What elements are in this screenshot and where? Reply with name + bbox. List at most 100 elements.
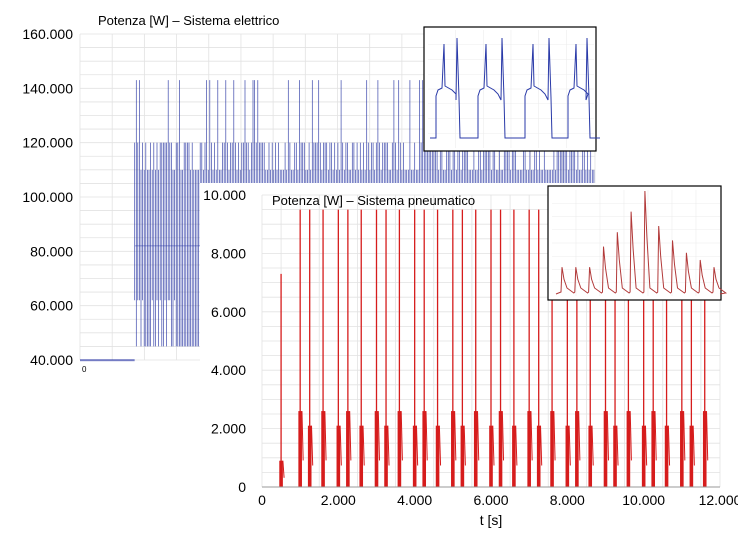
electric-y-tick-label: 60.000	[30, 298, 73, 314]
pneumatic-pulse-plateau	[451, 411, 455, 487]
electric-inset-gridlines	[428, 30, 594, 148]
electric-y-tick-label: 120.000	[22, 135, 73, 151]
electric-y-tick-label: 140.000	[22, 80, 73, 96]
pneumatic-pulse-plateau	[321, 411, 325, 487]
electric-y-tick-label: 40.000	[30, 352, 73, 368]
pneumatic-pulse-decay	[425, 411, 428, 461]
pneumatic-pulse-decay	[667, 425, 671, 466]
pneumatic-pulse-decay	[282, 460, 285, 478]
pneumatic-pulse-decay	[606, 411, 609, 461]
pneumatic-pulse-plateau	[565, 425, 570, 487]
pneumatic-pulse-decay	[301, 411, 304, 461]
pneumatic-pulse-decay	[629, 411, 632, 461]
pneumatic-pulse-plateau	[422, 411, 427, 487]
pneumatic-pulse-plateau	[412, 425, 417, 487]
pneumatic-pulse-decay	[591, 425, 594, 466]
pneumatic-pulse-plateau	[680, 411, 684, 487]
pneumatic-pulse-decay	[692, 425, 695, 466]
pneumatic-inset-gridlines	[552, 190, 720, 296]
pneumatic-pulse-decay	[349, 411, 352, 461]
pneumatic-pulse-plateau	[374, 411, 379, 487]
pneumatic-pulse-plateau	[298, 411, 302, 487]
pneumatic-pulse-decay	[311, 425, 314, 466]
pneumatic-pulse-plateau	[307, 425, 312, 487]
pneumatic-y-tick-label: 10.000	[203, 187, 246, 203]
pneumatic-pulse-plateau	[689, 425, 694, 487]
pneumatic-pulse-decay	[568, 425, 571, 466]
pneumatic-pulse-decay	[644, 425, 648, 466]
pneumatic-pulse-plateau	[536, 425, 541, 487]
pneumatic-pulse-plateau	[588, 425, 593, 487]
pneumatic-pulse-plateau	[473, 411, 478, 487]
electric-y-tick-label: 100.000	[22, 189, 73, 205]
pneumatic-pulse-decay	[463, 425, 466, 466]
pneumatic-x-tick-label: 12.000	[699, 492, 738, 508]
electric-inset-series	[430, 37, 600, 139]
pneumatic-pulse-plateau	[603, 411, 608, 487]
pneumatic-pulse-decay	[415, 425, 419, 466]
pneumatic-pulse-decay	[477, 411, 480, 461]
pneumatic-pulse-decay	[515, 425, 518, 466]
electric-y-tick-label: 80.000	[30, 243, 73, 259]
pneumatic-pulse-plateau	[435, 425, 440, 487]
pneumatic-x-tick-label: 8.000	[550, 492, 585, 508]
pneumatic-pulse-plateau	[489, 425, 493, 487]
pneumatic-pulse-decay	[501, 411, 505, 461]
electric-inset-chart	[423, 26, 600, 152]
pneumatic-x-tick-label: 4.000	[397, 492, 432, 508]
pneumatic-pulse-decay	[339, 425, 342, 466]
pneumatic-pulse-plateau	[550, 411, 554, 487]
pneumatic-x-tick-labels: 0 2.000 4.000 6.000 8.000 10.000 12.000	[258, 492, 738, 508]
pneumatic-pulse-plateau	[626, 411, 631, 487]
pneumatic-pulse-decay	[683, 411, 686, 461]
pneumatic-pulse-decay	[362, 425, 365, 466]
pneumatic-pulse-plateau	[336, 425, 341, 487]
pneumatic-x-axis-title: t [s]	[480, 512, 503, 528]
electric-chart-title: Potenza [W] – Sistema elettrico	[98, 13, 279, 28]
pneumatic-inset-chart	[547, 185, 728, 301]
pneumatic-y-tick-label: 2.000	[211, 421, 246, 437]
pneumatic-y-tick-label: 8.000	[211, 245, 246, 261]
pneumatic-inset-series	[555, 190, 728, 295]
pneumatic-pulse-decay	[530, 411, 533, 461]
pneumatic-y-tick-labels: 0 2.000 4.000 6.000 8.000 10.000	[203, 187, 246, 495]
pneumatic-pulse-decay	[706, 411, 709, 461]
pneumatic-pulse-plateau	[613, 425, 617, 487]
pneumatic-y-tick-label: 0	[238, 479, 246, 495]
pneumatic-y-tick-label: 4.000	[211, 362, 246, 378]
pneumatic-pulse-plateau	[527, 411, 531, 487]
pneumatic-pulse-decay	[578, 411, 581, 461]
pneumatic-chart-title: Potenza [W] – Sistema pneumatico	[272, 193, 475, 208]
pneumatic-pulse-plateau	[651, 411, 656, 487]
pneumatic-pulse-plateau	[498, 411, 503, 487]
pneumatic-pulse-decay	[324, 411, 327, 461]
pneumatic-pulse-plateau	[512, 425, 516, 487]
pneumatic-pulse-decay	[387, 425, 390, 466]
pneumatic-pulse-decay	[377, 411, 380, 461]
pneumatic-pulse-decay	[454, 411, 457, 461]
pneumatic-pulse-plateau	[641, 425, 646, 487]
electric-y-tick-label: 160.000	[22, 26, 73, 42]
pneumatic-pulse-plateau	[359, 425, 364, 487]
pneumatic-pulse-plateau	[279, 460, 283, 487]
pneumatic-pulse-plateau	[664, 425, 669, 487]
electric-x-tick-label: 0	[82, 365, 87, 374]
pneumatic-pulse-plateau	[397, 411, 402, 487]
pneumatic-pulse-plateau	[460, 425, 465, 487]
pneumatic-pulse-decay	[438, 425, 442, 466]
pneumatic-pulse-decay	[654, 411, 657, 461]
pneumatic-x-tick-label: 6.000	[473, 492, 508, 508]
pneumatic-pulse-decay	[400, 411, 403, 461]
pneumatic-y-tick-label: 6.000	[211, 304, 246, 320]
pneumatic-pulse-plateau	[575, 411, 579, 487]
pneumatic-x-tick-label: 0	[258, 492, 266, 508]
pneumatic-pulse-decay	[553, 411, 556, 461]
pneumatic-x-tick-label: 2.000	[321, 492, 356, 508]
pneumatic-pulse-plateau	[346, 411, 350, 487]
pneumatic-pulse-decay	[540, 425, 543, 466]
pneumatic-pulse-decay	[616, 425, 619, 466]
pneumatic-pulse-plateau	[384, 425, 388, 487]
pneumatic-x-tick-label: 10.000	[622, 492, 665, 508]
pneumatic-pulse-decay	[492, 425, 495, 466]
